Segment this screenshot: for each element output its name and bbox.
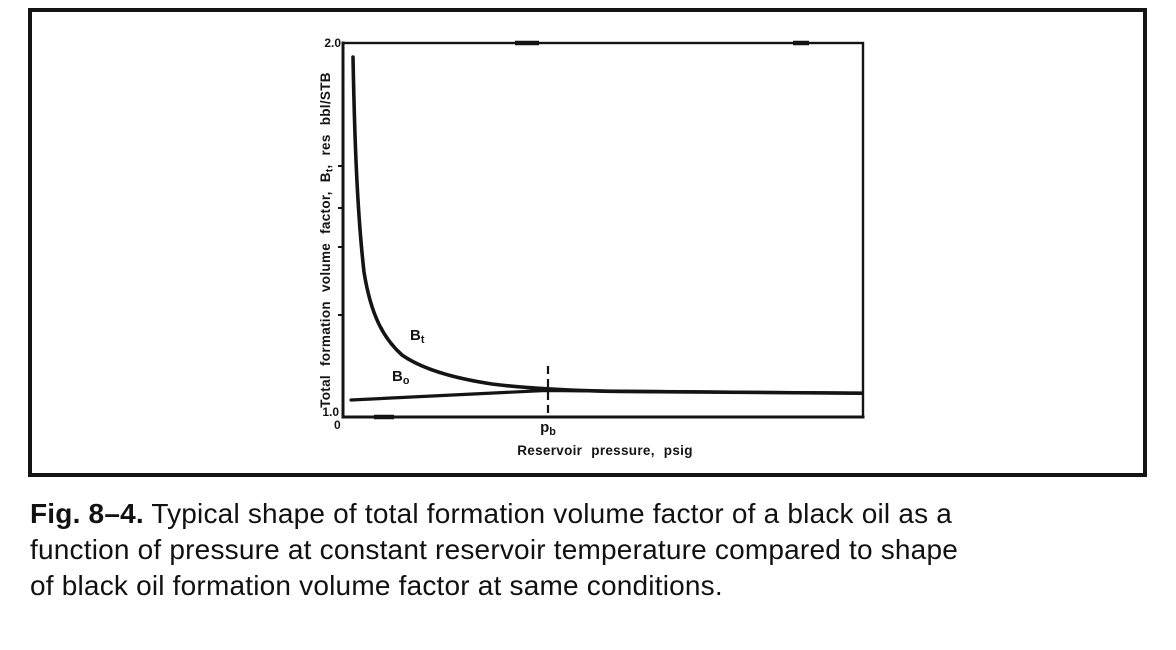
bt-label-subscript: t bbox=[420, 334, 425, 347]
caption-line-2: function of pressure at constant reservo… bbox=[30, 534, 958, 565]
pb-label-subscript: b bbox=[549, 426, 556, 439]
axes bbox=[341, 41, 865, 419]
y-axis-max-tick-label: 2.0 bbox=[324, 36, 341, 50]
caption-line-1-text: Typical shape of total formation volume … bbox=[151, 498, 953, 529]
bt-curve bbox=[351, 55, 864, 395]
x-axis-title: Reservoir pressure, psig bbox=[517, 443, 693, 458]
bt-curve-label: Bt bbox=[410, 327, 425, 347]
bo-curve-label: Bo bbox=[392, 368, 410, 388]
y-axis-minor-ticks bbox=[338, 165, 343, 316]
y-axis-min-tick-label: 1.0 bbox=[322, 405, 339, 419]
bt-label-base: B bbox=[410, 327, 421, 344]
chart-canvas bbox=[338, 40, 865, 420]
y-axis-title: Total formation volume factor, Bt, res b… bbox=[318, 55, 337, 425]
y-axis-title-subscript: t bbox=[324, 168, 336, 173]
y-axis-title-prefix: Total formation volume factor, B bbox=[318, 172, 333, 408]
bo-label-subscript: o bbox=[402, 375, 410, 388]
figure-caption: Fig. 8–4. Typical shape of total formati… bbox=[30, 496, 1155, 604]
x-axis-origin-tick-label: 0 bbox=[334, 418, 341, 432]
plot-border bbox=[341, 41, 865, 419]
caption-figure-number: Fig. 8–4. bbox=[30, 498, 144, 529]
frame-ink-patches bbox=[374, 40, 809, 420]
pb-label-base: p bbox=[540, 419, 550, 436]
y-axis-title-suffix: , res bbl/STB bbox=[318, 72, 333, 169]
caption-line-1: Fig. 8–4. Typical shape of total formati… bbox=[30, 496, 1155, 532]
figure-border-box bbox=[28, 8, 1147, 477]
caption-line-3: of black oil formation volume factor at … bbox=[30, 570, 723, 601]
bubble-point-label: pb bbox=[534, 419, 562, 439]
bo-label-base: B bbox=[392, 368, 403, 385]
